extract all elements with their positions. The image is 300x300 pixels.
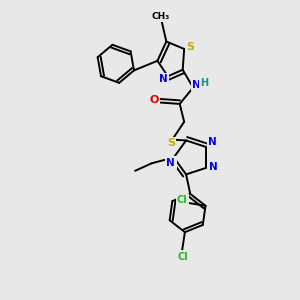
Text: N: N bbox=[208, 137, 217, 148]
Text: S: S bbox=[167, 138, 175, 148]
Text: Cl: Cl bbox=[177, 195, 188, 206]
Text: N: N bbox=[167, 158, 175, 168]
Text: Cl: Cl bbox=[177, 252, 188, 262]
Text: CH₃: CH₃ bbox=[151, 12, 169, 21]
Text: H: H bbox=[200, 78, 208, 88]
Text: N: N bbox=[159, 74, 168, 84]
Text: N: N bbox=[192, 80, 201, 90]
Text: S: S bbox=[187, 42, 195, 52]
Text: N: N bbox=[209, 162, 218, 172]
Text: O: O bbox=[150, 95, 159, 105]
